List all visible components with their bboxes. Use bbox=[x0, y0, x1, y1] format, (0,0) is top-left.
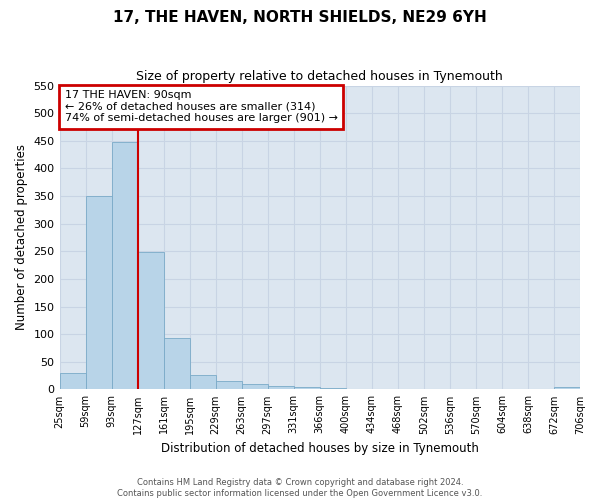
Bar bbox=[190, 375, 215, 390]
Text: 17, THE HAVEN, NORTH SHIELDS, NE29 6YH: 17, THE HAVEN, NORTH SHIELDS, NE29 6YH bbox=[113, 10, 487, 25]
Bar bbox=[59, 373, 86, 390]
Title: Size of property relative to detached houses in Tynemouth: Size of property relative to detached ho… bbox=[136, 70, 503, 83]
Bar bbox=[268, 386, 294, 390]
X-axis label: Distribution of detached houses by size in Tynemouth: Distribution of detached houses by size … bbox=[161, 442, 479, 455]
Bar bbox=[164, 338, 190, 390]
Text: Contains HM Land Registry data © Crown copyright and database right 2024.
Contai: Contains HM Land Registry data © Crown c… bbox=[118, 478, 482, 498]
Y-axis label: Number of detached properties: Number of detached properties bbox=[15, 144, 28, 330]
Bar bbox=[86, 196, 112, 390]
Bar bbox=[215, 381, 242, 390]
Text: 17 THE HAVEN: 90sqm
← 26% of detached houses are smaller (314)
74% of semi-detac: 17 THE HAVEN: 90sqm ← 26% of detached ho… bbox=[65, 90, 338, 124]
Bar bbox=[112, 142, 137, 390]
Bar bbox=[554, 386, 580, 390]
Bar bbox=[137, 252, 164, 390]
Bar bbox=[242, 384, 268, 390]
Bar bbox=[320, 388, 346, 390]
Bar bbox=[294, 386, 320, 390]
